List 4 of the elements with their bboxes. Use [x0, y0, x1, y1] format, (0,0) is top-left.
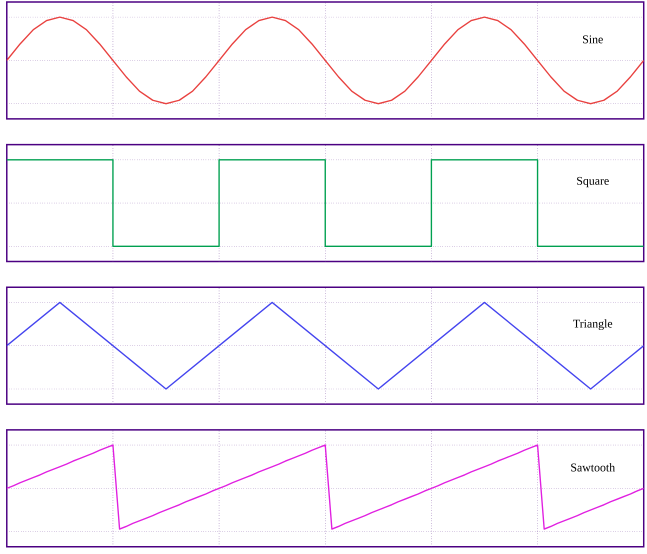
text: Sine: [583, 36, 603, 44]
text: Square: [577, 177, 609, 188]
text: Sawtooth: [571, 463, 615, 472]
text: Triangle: [573, 320, 612, 330]
